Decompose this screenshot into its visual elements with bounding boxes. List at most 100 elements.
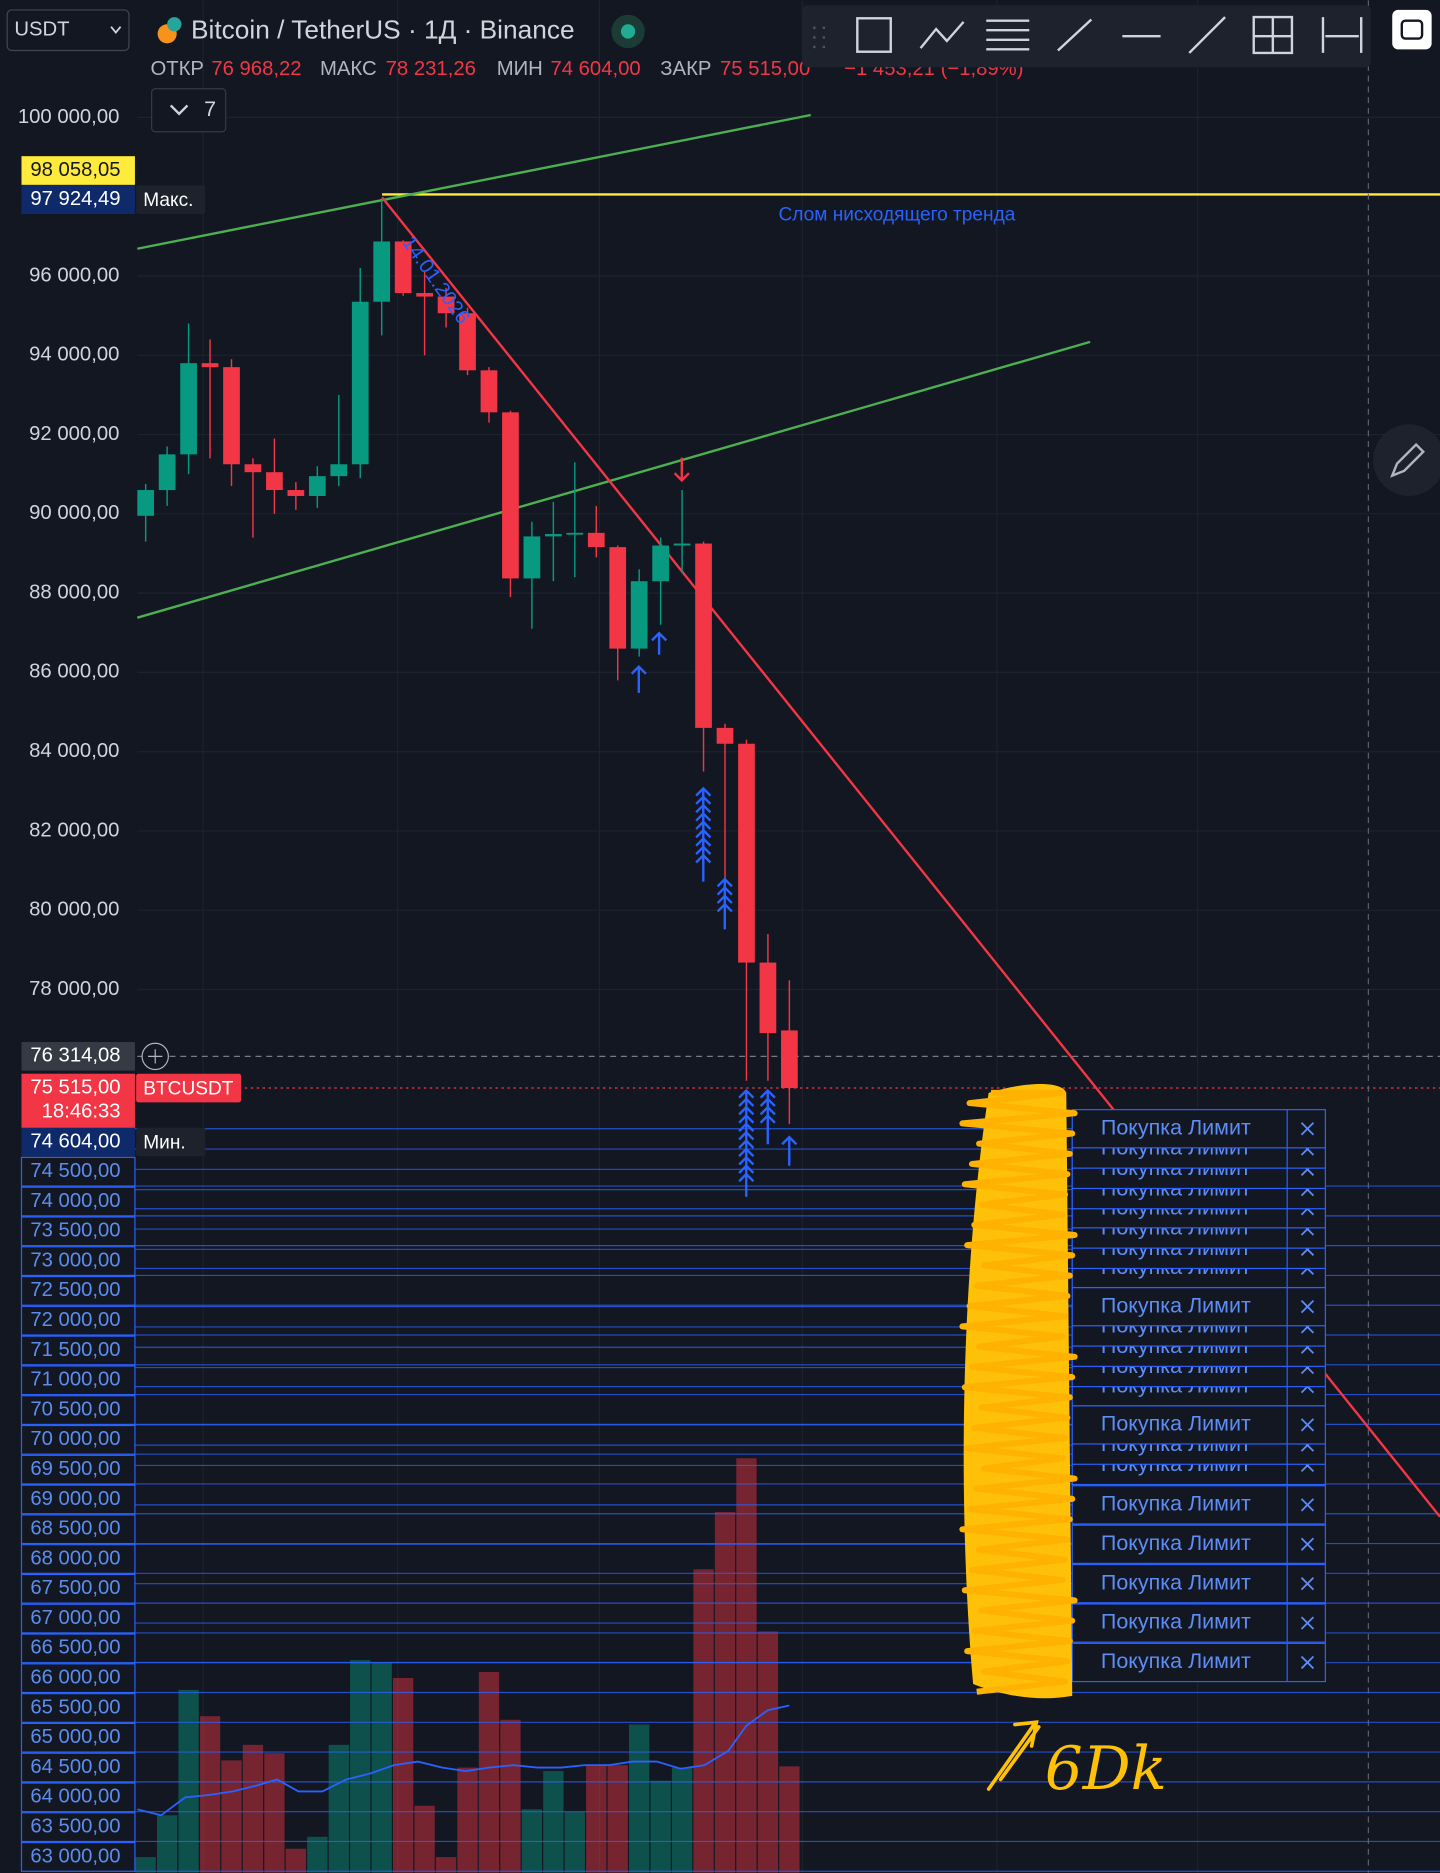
- order-price-bg: [20, 1424, 136, 1455]
- trend-break-label: Слом нисходящего тренда: [779, 204, 1016, 225]
- volume-bar: [156, 1815, 178, 1873]
- order-price-label: 72 500,00: [30, 1279, 120, 1301]
- toolbar-grip[interactable]: [813, 26, 826, 49]
- tool-path[interactable]: [919, 21, 965, 49]
- symbol-select-text[interactable]: USDT: [14, 19, 69, 41]
- order-cancel[interactable]: [1300, 1418, 1315, 1432]
- volume-bar: [671, 1767, 693, 1873]
- order-price-bg: [20, 1663, 136, 1694]
- candle-body: [223, 367, 240, 465]
- candle-body: [244, 464, 262, 473]
- candle-body: [652, 545, 669, 582]
- order-price-label: 73 000,00: [30, 1249, 120, 1271]
- y-tick-label: 80 000,00: [29, 899, 119, 921]
- order-row: Покупка Лимит: [1071, 1603, 1326, 1643]
- order-label: Покупка Лимит: [1101, 1492, 1251, 1516]
- volume-bar: [221, 1760, 242, 1873]
- order-row-bg: [1071, 1642, 1326, 1683]
- order-price-bg: [20, 1812, 136, 1843]
- price-marker-bg: [21, 185, 135, 215]
- order-price-label: 72 000,00: [30, 1309, 120, 1331]
- order-price-label: 64 000,00: [30, 1786, 120, 1808]
- order-price-bg: [20, 1484, 136, 1515]
- price-marker-label: 74 604,00: [30, 1130, 120, 1152]
- order-price-bg: [20, 1454, 136, 1485]
- chart-title: Bitcoin / TetherUS · 1Д · Binance: [191, 14, 575, 44]
- symbol-select[interactable]: [6, 9, 130, 52]
- order-price-label: 69 500,00: [30, 1458, 120, 1480]
- order-label: Покупка Лимит: [1101, 1570, 1251, 1594]
- order-price-label: 74 500,00: [30, 1160, 120, 1182]
- order-price-label: 67 000,00: [30, 1607, 120, 1629]
- order-cancel[interactable]: [1300, 1537, 1315, 1551]
- order-label: Покупка Лимит: [1101, 1531, 1251, 1555]
- order-price-label: 68 000,00: [30, 1547, 120, 1569]
- price-marker-bg: [21, 1127, 135, 1157]
- candle-body: [201, 363, 219, 368]
- indicators-toggle[interactable]: [151, 88, 227, 133]
- layout-button[interactable]: [1392, 9, 1432, 50]
- order-label: Покупка Лимит: [1101, 1115, 1251, 1139]
- candle-body: [416, 293, 433, 297]
- order-price-bg: [20, 1573, 136, 1604]
- volume-bar: [500, 1719, 521, 1873]
- price-marker-tag: Мин.: [143, 1132, 185, 1153]
- volume-bar: [736, 1458, 757, 1873]
- tool-range[interactable]: [1321, 17, 1363, 53]
- tool-rectangle[interactable]: [856, 17, 892, 53]
- y-tick-label: 90 000,00: [29, 502, 119, 524]
- order-cancel[interactable]: [1300, 1122, 1315, 1136]
- candle-body: [394, 241, 412, 294]
- draw-button[interactable]: [1373, 424, 1440, 496]
- scribble-stroke: [959, 1089, 1078, 1695]
- order-price-label: 71 000,00: [30, 1369, 120, 1391]
- order-price-bg: [20, 1514, 136, 1545]
- candle-body: [544, 534, 562, 537]
- order-row: Покупка Лимит: [1071, 1485, 1326, 1525]
- order-price-bg: [20, 1305, 136, 1336]
- tool-measure[interactable]: [1252, 15, 1294, 55]
- tool-fib[interactable]: [986, 19, 1030, 51]
- order-price-bg: [20, 1186, 136, 1217]
- price-marker-tag: BTCUSDT: [143, 1078, 234, 1099]
- order-cancel[interactable]: [1300, 1577, 1315, 1591]
- volume-bar: [457, 1767, 478, 1873]
- order-price-label: 67 500,00: [30, 1577, 120, 1599]
- order-price-label: 70 500,00: [30, 1398, 120, 1420]
- scribble: [959, 1083, 1078, 1699]
- candle-body: [609, 547, 627, 649]
- price-axis: 100 000,00 96 000,00 94 000,00 92 000,00 90 …: [18, 106, 242, 1872]
- order-cancel[interactable]: [1300, 1300, 1315, 1314]
- volume-bar: [264, 1753, 285, 1873]
- candle-body: [781, 1030, 798, 1089]
- y-tick-label: 78 000,00: [29, 978, 119, 1000]
- order-row: Покупка Лимит: [1071, 1109, 1326, 1149]
- y-tick-label: 88 000,00: [29, 581, 119, 603]
- order-price-label: 68 500,00: [30, 1518, 120, 1540]
- order-row-bg: [1071, 1485, 1326, 1525]
- order-row: Покупка Лимит: [1071, 1405, 1326, 1445]
- ohlc-label: МИН: [497, 58, 543, 80]
- order-row-bg: [1071, 1524, 1326, 1564]
- order-cancel[interactable]: [1300, 1655, 1315, 1670]
- order-label: Покупка Лимит: [1101, 1649, 1251, 1673]
- order-label: Покупка Лимит: [1101, 1412, 1251, 1436]
- order-label: Покупка Лимит: [1101, 1293, 1251, 1317]
- candle-body: [351, 301, 369, 465]
- order-cancel[interactable]: [1300, 1616, 1315, 1630]
- candle-body: [502, 412, 519, 579]
- y-tick-label: 94 000,00: [29, 344, 119, 366]
- tool-ray[interactable]: [1057, 18, 1093, 52]
- order-row: Покупка Лимит: [1071, 1642, 1326, 1683]
- order-price-label: 64 500,00: [30, 1756, 120, 1778]
- order-price-label: 74 000,00: [30, 1190, 120, 1212]
- ohlc-value: 78 231,26: [386, 58, 476, 80]
- order-cancel[interactable]: [1300, 1498, 1315, 1512]
- order-row: Покупка Лимит: [1071, 1563, 1326, 1604]
- signal-arrows: [630, 457, 798, 1197]
- tool-trendline[interactable]: [1188, 16, 1226, 54]
- order-row-bg: [1071, 1563, 1326, 1604]
- ohlc-label: ЗАКР: [660, 58, 711, 80]
- price-marker-bg: [21, 1042, 135, 1071]
